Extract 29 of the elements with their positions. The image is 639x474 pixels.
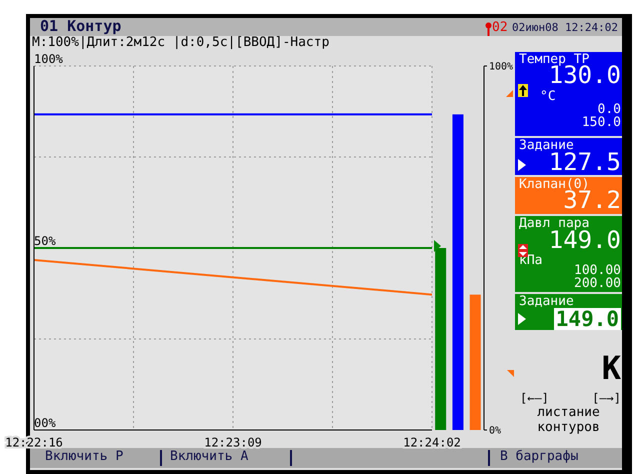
text: кПа: [519, 253, 542, 268]
text: 02: [492, 20, 508, 35]
text: 02июн08 12:24:02: [512, 21, 618, 34]
text: К: [602, 349, 621, 387]
text: 100.00: [574, 263, 621, 278]
x-tick-label: 12:24:02: [403, 436, 461, 450]
text: 150.0: [582, 115, 621, 130]
y-tick-label: 0%: [489, 426, 502, 437]
text: листание: [536, 405, 601, 420]
y-tick-label: 100%: [489, 62, 514, 73]
text: Включить А: [170, 449, 248, 464]
bar: [470, 294, 481, 430]
y-tick-label: 00%: [34, 416, 56, 430]
text: 0.0: [598, 102, 621, 117]
x-tick-label: 12:23:09: [204, 436, 262, 450]
text: контуров: [536, 420, 601, 435]
text: М:100%|Длит:2м12с |d:0,5с|[ВВОД]-Настр: [32, 35, 330, 50]
bar: [452, 114, 464, 430]
text: В барграфы: [500, 449, 578, 464]
text: 200.00: [574, 276, 621, 291]
text: 01 Контур: [40, 17, 122, 35]
text: [–→]: [592, 391, 621, 405]
y-tick-label: 100%: [34, 52, 64, 66]
text: Включить Р: [45, 449, 124, 464]
text: °C: [540, 89, 556, 104]
text: Задание: [519, 294, 574, 309]
y-tick-label: 50%: [34, 234, 56, 248]
text: [←–]: [520, 391, 549, 405]
text: 149.0: [554, 307, 621, 331]
